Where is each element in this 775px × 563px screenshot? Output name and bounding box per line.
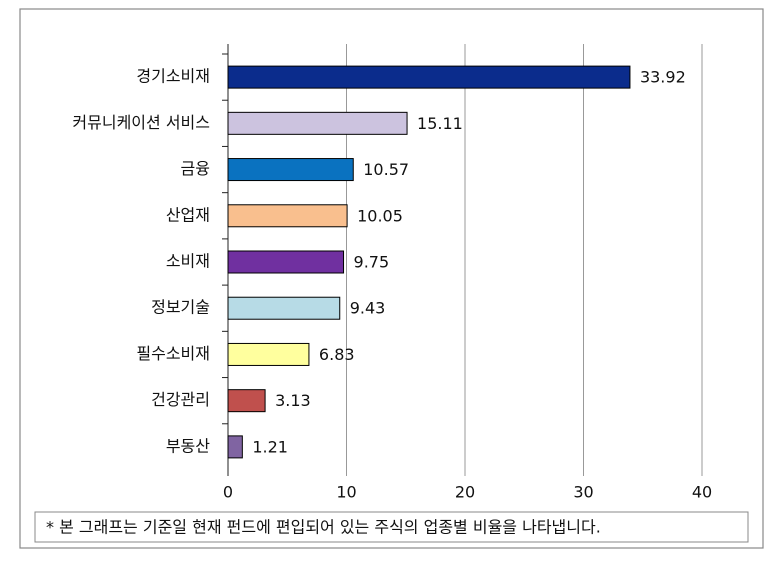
y-tick-label: 소비재 bbox=[166, 252, 210, 271]
data-label: 15.11 bbox=[417, 114, 463, 133]
data-label: 9.43 bbox=[350, 299, 386, 318]
bar bbox=[227, 65, 631, 89]
y-tick-label: 커뮤니케이션 서비스 bbox=[72, 113, 210, 132]
x-tick-label: 40 bbox=[692, 483, 712, 502]
data-label: 9.75 bbox=[354, 253, 390, 272]
footnote: * 본 그래프는 기준일 현재 펀드에 편입되어 있는 주식의 업종별 비율을 … bbox=[46, 518, 601, 537]
footnote-box bbox=[34, 511, 749, 543]
x-tick-label: 10 bbox=[336, 483, 356, 502]
y-tick-label: 경기소비재 bbox=[136, 67, 210, 86]
bar bbox=[227, 111, 408, 135]
data-label: 33.92 bbox=[640, 68, 686, 87]
y-tick-label: 필수소비재 bbox=[136, 344, 210, 363]
chart-border bbox=[19, 8, 764, 549]
y-tick-label: 건강관리 bbox=[151, 390, 210, 409]
data-label: 10.57 bbox=[363, 160, 409, 179]
data-label: 10.05 bbox=[357, 206, 403, 225]
bar bbox=[227, 342, 310, 366]
y-tick-label: 부동산 bbox=[166, 436, 210, 455]
bar bbox=[227, 435, 243, 459]
data-label: 3.13 bbox=[275, 391, 311, 410]
x-tick-label: 20 bbox=[455, 483, 475, 502]
y-tick-label: 산업재 bbox=[166, 205, 210, 224]
x-tick-label: 0 bbox=[223, 483, 233, 502]
y-tick-label: 금융 bbox=[181, 159, 210, 178]
bar bbox=[227, 158, 354, 182]
data-label: 6.83 bbox=[319, 345, 355, 364]
bar bbox=[227, 204, 348, 228]
x-tick-label: 30 bbox=[573, 483, 593, 502]
bar bbox=[227, 296, 341, 320]
bar bbox=[227, 389, 266, 413]
data-label: 1.21 bbox=[252, 437, 288, 456]
y-tick-label: 정보기술 bbox=[151, 298, 210, 317]
bar bbox=[227, 250, 345, 274]
